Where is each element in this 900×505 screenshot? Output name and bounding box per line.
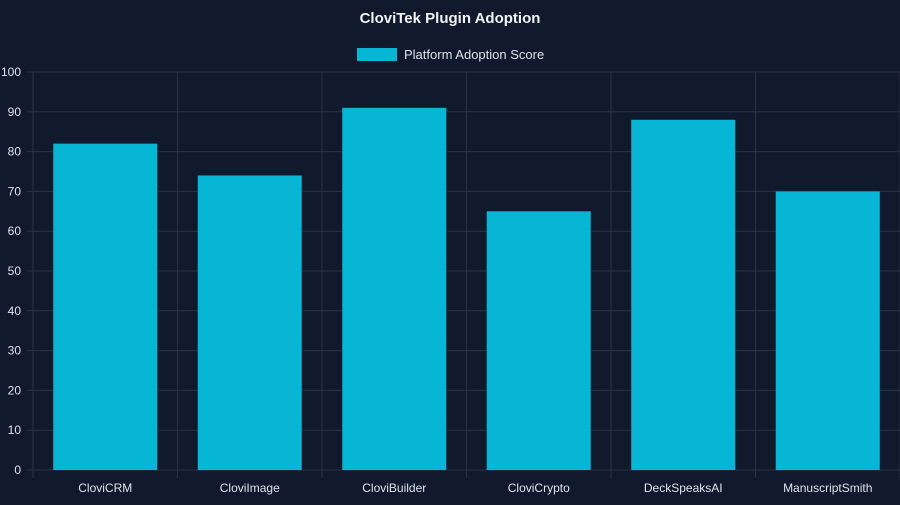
x-tick-label: CloviBuilder [362,481,426,495]
y-tick-label: 90 [8,105,22,119]
bar-clovicrypto[interactable] [486,211,591,471]
x-tick-label: CloviCrypto [508,481,570,495]
x-tick-label: CloviCRM [78,481,132,495]
bar-clovibuilder[interactable] [342,107,447,470]
y-tick-label: 70 [8,184,22,198]
x-axis: CloviCRM CloviImage CloviBuilder CloviCrypt… [78,481,872,495]
bar-cloviimage[interactable] [197,175,302,471]
bars-layer [53,107,880,471]
y-tick-label: 80 [8,145,22,159]
y-tick-label: 10 [8,423,22,437]
y-tick-label: 60 [8,224,22,238]
x-tick-label: CloviImage [220,481,280,495]
legend-swatch [357,48,397,61]
chart-title: CloviTek Plugin Adoption [360,10,541,27]
bar-deckspeaksai[interactable] [631,119,736,470]
bar-manuscriptsmith[interactable] [775,191,880,470]
x-tick-label: ManuscriptSmith [783,481,872,495]
y-tick-label: 0 [14,463,21,477]
grid-layer [27,71,900,478]
y-tick-label: 30 [8,344,22,358]
legend-label: Platform Adoption Score [404,47,544,62]
y-axis: 0 10 20 30 40 50 60 70 80 90 100 [1,65,21,477]
y-tick-label: 50 [8,264,22,278]
y-tick-label: 20 [8,383,22,397]
x-tick-label: DeckSpeaksAI [644,481,723,495]
legend[interactable]: Platform Adoption Score [357,47,544,62]
y-tick-label: 100 [1,65,21,79]
y-tick-label: 40 [8,304,22,318]
bar-clovicrm[interactable] [53,143,158,470]
